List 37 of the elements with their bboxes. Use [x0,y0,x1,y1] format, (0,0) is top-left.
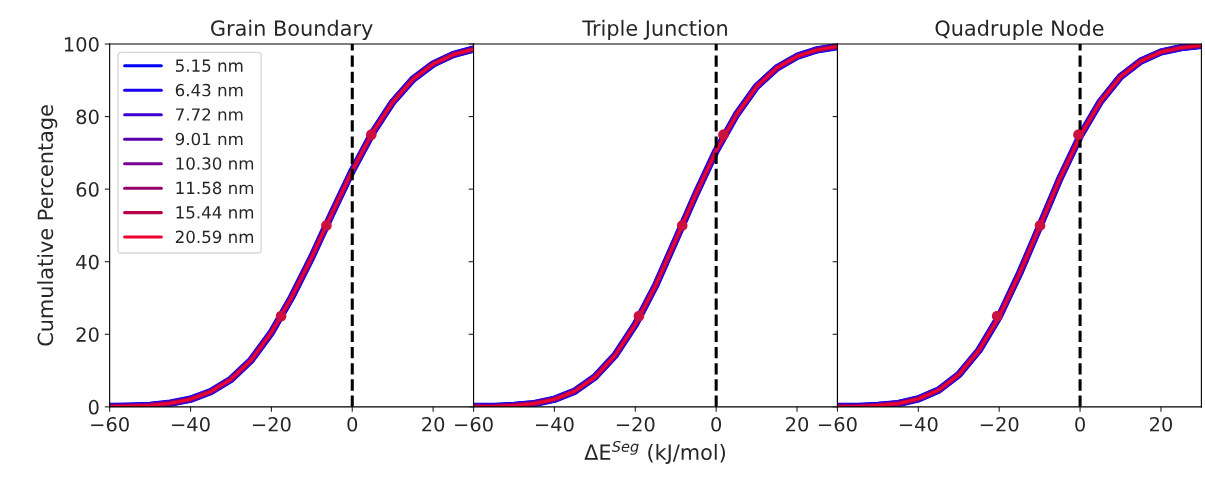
y-tick-label: 0 [88,399,99,415]
x-tick-label: −40 [899,416,938,432]
x-tick-label: −60 [819,416,857,432]
y-tick-label: 80 [76,109,99,125]
x-tick-label: −20 [616,416,655,432]
x-tick-label: −60 [91,416,129,432]
y-tick-label: 40 [76,254,99,270]
legend-label: 6.43 nm [175,83,243,97]
legend-label: 9.01 nm [175,132,243,146]
y-tick-label: 20 [76,327,99,342]
x-tick-label: −20 [980,416,1019,432]
legend-label: 10.30 nm [176,157,254,170]
y-tick-label: 60 [76,182,99,197]
x-tick-label: 0 [1075,416,1085,432]
x-tick-label: 0 [711,416,722,432]
legend-label: 15.44 nm [176,206,254,219]
x-tick-label: −20 [252,416,291,432]
chart-title: Triple Junction [582,19,727,41]
x-tick-label: 0 [347,416,358,432]
y-tick-label: 100 [64,36,99,52]
point [321,220,332,231]
chart-title: Quadruple Node [935,19,1104,41]
point [275,310,287,322]
x-tick-label: −40 [535,416,574,432]
legend-label: 7.72 nm [176,108,243,121]
x-axis-title: ΔE$^{Seg}$ (kJ/mol) [584,440,725,464]
y-axis-title: Cumulative Percentage [37,105,58,346]
legend-label: 20.59 nm [175,230,254,244]
x-tick-label: 20 [1150,416,1173,432]
legend-label: 11.58 nm [176,181,254,195]
legend-label: 5.15 nm [175,59,243,72]
x-tick-label: −40 [172,416,210,432]
chart-title: Grain Boundary [211,19,373,41]
point [365,129,377,141]
x-tick-label: 20 [422,416,445,432]
x-tick-label: −60 [455,416,493,432]
x-tick-label: 20 [786,416,809,432]
